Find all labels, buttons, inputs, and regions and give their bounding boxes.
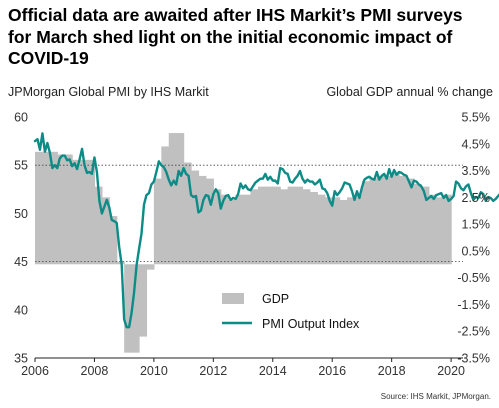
gdp-bar (443, 194, 452, 265)
gdp-bar (332, 197, 341, 265)
gdp-bar (369, 178, 378, 265)
source-note: Source: IHS Markit, JPMorgan. (380, 392, 491, 401)
pmi-output-line (33, 132, 499, 329)
x-tick-label: 2012 (199, 364, 227, 378)
gdp-bar (295, 186, 304, 265)
chart-title: Official data are awaited after IHS Mark… (8, 5, 493, 70)
gdp-bar (213, 189, 222, 265)
gdp-bar (302, 189, 311, 265)
y-right-tick-label: -2.5% (457, 325, 490, 339)
gdp-bar (191, 170, 200, 265)
title-line-1: Official data are awaited after IHS Mark… (8, 5, 463, 25)
gdp-bar (235, 194, 244, 265)
pmi-line-layer (33, 132, 499, 329)
y-right-tick-label: 5.5% (462, 111, 491, 125)
gdp-bar (64, 154, 73, 265)
x-tick-label: 2006 (21, 364, 49, 378)
gdp-bar (42, 151, 51, 265)
gdp-bar (272, 186, 281, 265)
y-right-tick-label: 0.5% (462, 244, 491, 258)
right-axis-title: Global GDP annual % change (326, 85, 493, 99)
gdp-bar (79, 159, 88, 265)
legend-swatch-gdp (222, 293, 244, 304)
gdp-bar (250, 189, 259, 265)
gdp-bar (146, 264, 155, 270)
gdp-bar (101, 197, 110, 265)
gdp-bar (124, 264, 133, 353)
gdp-bar (205, 178, 214, 265)
gdp-bar (317, 194, 326, 265)
y-right-tick-label: -0.5% (457, 271, 490, 285)
y-left-tick-label: 55 (14, 159, 28, 173)
y-right-tick-label: -3.5% (457, 352, 490, 366)
gridlines (35, 164, 463, 263)
gdp-bar (324, 197, 333, 265)
y-left-tick-label: 60 (14, 111, 28, 125)
title-line-3: COVID-19 (8, 48, 89, 68)
y-left-tick-label: 45 (14, 255, 28, 269)
gdp-bar (376, 175, 385, 265)
tick-labels: 35 40 45 50 55 60 -3.5% -2.5% -1.5% -0.5% 0.5% 1.5%… (14, 111, 490, 379)
gdp-bar (421, 186, 430, 265)
gdp-bar (168, 133, 177, 265)
y-left-tick-label: 40 (14, 303, 28, 317)
gdp-bar (391, 173, 400, 265)
x-tick-label: 2020 (437, 364, 465, 378)
gdp-bar (309, 191, 318, 265)
gdp-bar (87, 159, 96, 265)
gdp-bar (257, 186, 266, 265)
gdp-bar (406, 178, 415, 265)
gdp-bar (57, 154, 66, 265)
gdp-bar (183, 162, 192, 265)
gdp-bar (413, 183, 422, 265)
gdp-bar (49, 151, 58, 265)
y-right-tick-label: -1.5% (457, 298, 490, 312)
gdp-bar (399, 175, 408, 265)
gdp-bar (161, 146, 170, 265)
gdp-bar (198, 175, 207, 265)
gdp-bar (347, 197, 356, 265)
y-right-tick-label: 1.5% (462, 218, 491, 232)
y-right-tick-label: 3.5% (462, 164, 491, 178)
legend-label-pmi: PMI Output Index (262, 317, 360, 331)
left-axis-title: JPMorgan Global PMI by IHS Markit (8, 85, 209, 99)
gdp-bar (131, 264, 140, 353)
gdp-bar (109, 216, 118, 265)
gdp-bar (280, 189, 289, 265)
x-tick-label: 2008 (81, 364, 109, 378)
gdp-bar (228, 200, 237, 265)
legend-label-gdp: GDP (262, 292, 289, 306)
y-right-tick-label: 2.5% (462, 191, 491, 205)
x-tick-label: 2018 (378, 364, 406, 378)
x-tick-label: 2014 (259, 364, 287, 378)
legend: GDP PMI Output Index (222, 292, 360, 331)
gdp-bar (265, 186, 274, 265)
gdp-bar (436, 197, 445, 265)
gdp-bar (243, 194, 252, 265)
gdp-bar (384, 175, 393, 265)
gdp-bar (94, 186, 103, 265)
gdp-bar (153, 178, 162, 265)
y-left-tick-label: 50 (14, 207, 28, 221)
gdp-bar (72, 159, 81, 265)
x-tick-label: 2010 (140, 364, 168, 378)
gdp-bar (176, 133, 185, 265)
gdp-bar (35, 151, 44, 265)
gdp-bar (361, 181, 370, 265)
x-tick-label: 2016 (318, 364, 346, 378)
gdp-bars (35, 133, 452, 353)
gdp-bar (139, 264, 148, 337)
gdp-bar (354, 194, 363, 265)
y-left-tick-label: 35 (14, 352, 28, 366)
gdp-bar (339, 200, 348, 265)
y-right-tick-label: 4.5% (462, 137, 491, 151)
gdp-bar (428, 194, 437, 265)
gdp-bar (220, 194, 229, 265)
title-line-2: for March shed light on the initial econ… (8, 26, 453, 47)
gdp-bar (287, 186, 296, 265)
